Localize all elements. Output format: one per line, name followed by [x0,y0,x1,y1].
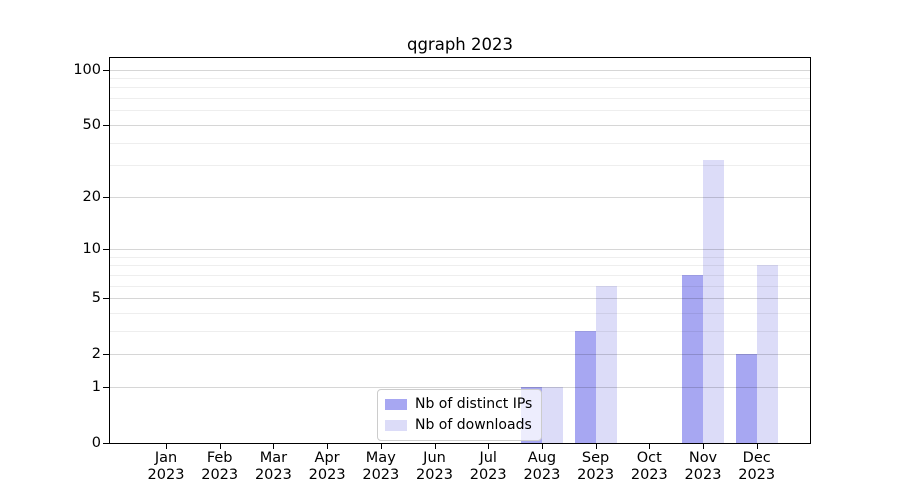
x-tick-label: Jun 2023 [393,450,477,484]
y-tick-label: 50 [82,116,101,133]
y-tick-label: 10 [82,241,101,257]
x-tick-label-month: Dec [742,450,771,466]
gridline-major [110,69,810,71]
x-tick [273,444,275,449]
y-tick [103,249,109,250]
gridline-minor [110,256,810,258]
y-tick [103,124,109,126]
x-tick-label-year: 2023 [362,467,400,483]
y-tick [103,443,109,444]
x-tick-label-month: Jun [423,450,446,466]
gridline-minor [110,98,810,100]
x-tick-label-year: 2023 [738,467,776,483]
bar [541,386,563,443]
gridline-minor [110,165,810,167]
x-tick-label-year: 2023 [416,467,453,483]
x-tick-label-month: May [365,450,396,466]
x-tick [649,444,651,449]
x-tick [488,444,490,449]
x-tick-label: Dec 2023 [715,450,799,484]
bar [735,354,757,443]
chart-title: qgraph 2023 [406,35,513,54]
x-tick-label-month: Nov [688,450,718,466]
bar [574,330,596,443]
x-tick [434,444,436,449]
gridline-major [110,386,810,388]
gridline-minor [110,285,810,287]
gridline-minor [110,312,810,314]
y-tick [103,386,109,388]
x-tick-label-month: Feb [206,450,233,466]
y-tick-label: 2 [91,346,101,363]
x-tick-label-month: Apr [314,450,340,466]
bar [682,274,703,443]
y-tick-label: 100 [73,61,101,78]
x-tick-label-month: Aug [527,450,557,466]
x-tick-label: Oct 2023 [607,450,691,484]
bar [703,160,724,443]
y-tick-label: 20 [82,188,101,205]
x-tick [703,444,704,449]
legend-item: Nb of downloads [385,416,532,434]
legend-item: Nb of distinct IPs [385,395,532,413]
y-tick [103,354,109,356]
x-tick-label: Sep 2023 [554,450,638,484]
x-tick-label: Apr 2023 [285,450,369,484]
gridline-minor [110,274,810,276]
x-tick-label-month: Jul [479,450,497,466]
y-tick-label: 5 [91,290,101,307]
gridline-minor [110,78,810,80]
x-tick [166,444,167,449]
legend-swatch [385,398,407,410]
x-tick-label: Jan 2023 [124,450,208,484]
bar [756,265,778,443]
y-tick [103,196,109,198]
x-tick-label: Nov 2023 [661,450,745,484]
gridline-minor [110,87,810,89]
gridline-major [110,354,810,356]
legend-label: Nb of distinct IPs [415,396,533,412]
x-tick-label-month: Oct [636,450,662,466]
x-tick-label-year: 2023 [523,467,561,483]
x-tick-label: Jul 2023 [446,450,530,484]
x-tick [219,444,221,449]
x-tick-label-year: 2023 [684,467,722,483]
x-tick-label-year: 2023 [254,467,292,483]
gridline-major [110,124,810,126]
plot-area [109,57,811,444]
x-tick-label-month: Jan [154,450,178,466]
gridline-minor [110,142,810,144]
legend: Nb of distinct IPs Nb of downloads [377,389,543,441]
x-tick [756,444,758,449]
y-tick [103,69,109,71]
x-tick [541,444,543,449]
x-tick-label-month: Sep [581,450,610,466]
x-tick-label-year: 2023 [630,467,668,483]
bar [595,285,617,443]
x-tick-label-month: Mar [259,450,288,466]
x-tick-label: Feb 2023 [178,450,262,484]
legend-swatch [385,419,407,431]
gridline-major [110,196,810,198]
x-tick-label-year: 2023 [577,467,615,483]
y-tick-label: 0 [91,435,101,451]
gridline-major [110,249,810,250]
gridline-minor [110,330,810,332]
y-tick [103,298,109,300]
x-tick [595,444,597,449]
y-tick-label: 1 [91,378,101,395]
x-tick-label: May 2023 [339,450,423,484]
x-tick [327,444,329,449]
gridline-minor [110,265,810,267]
x-tick-label-year: 2023 [147,467,185,483]
gridline-major [110,298,810,300]
x-tick-label-year: 2023 [469,467,507,483]
gridline-minor [110,110,810,112]
legend-label: Nb of downloads [415,417,532,433]
x-tick [380,444,382,449]
x-tick-label-year: 2023 [308,467,346,483]
x-tick-label: Mar 2023 [231,450,315,484]
x-tick-label-year: 2023 [201,467,239,483]
x-tick-label: Aug 2023 [500,450,584,484]
